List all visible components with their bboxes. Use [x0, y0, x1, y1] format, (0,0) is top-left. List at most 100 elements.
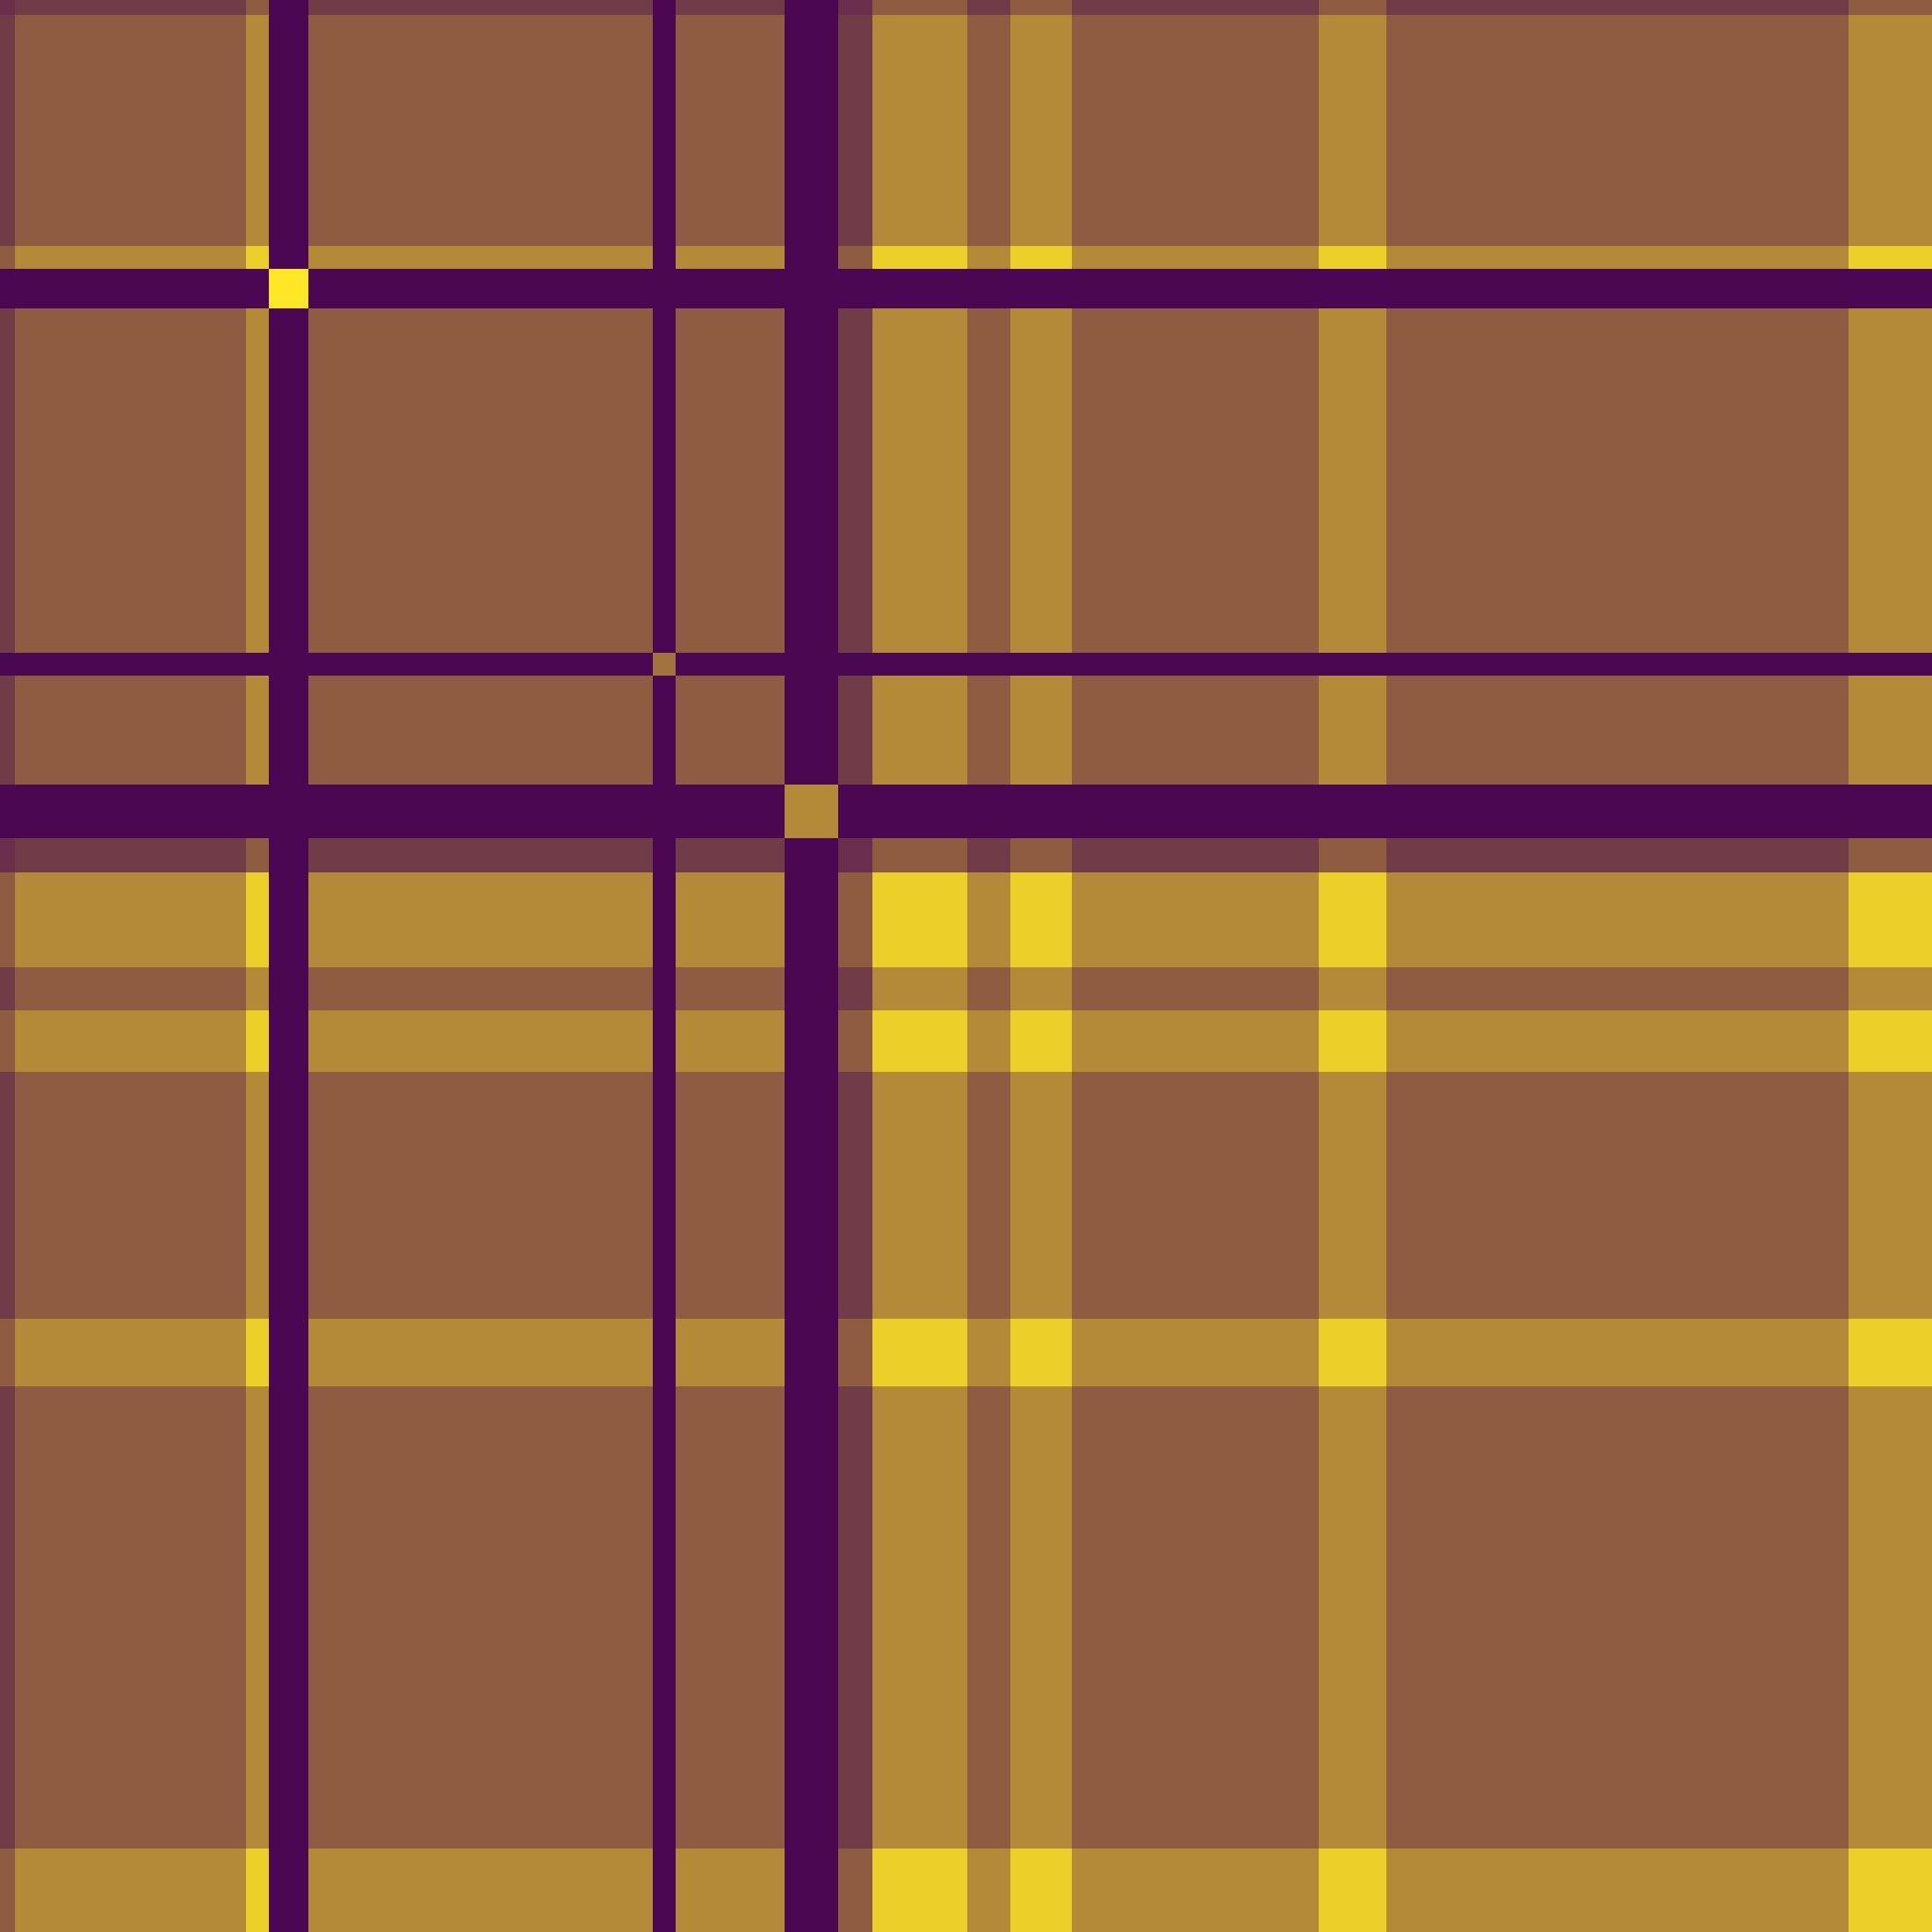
- heatmap-cell: [872, 1010, 967, 1072]
- heatmap-cell: [0, 15, 15, 246]
- heatmap-cell: [1319, 838, 1386, 872]
- heatmap-cell: [1386, 1072, 1849, 1319]
- heatmap-cell: [308, 0, 653, 15]
- heatmap-cell: [1010, 967, 1072, 1010]
- heatmap-cell: [653, 676, 676, 785]
- heatmap-cell: [15, 1010, 246, 1072]
- heatmap-cell: [872, 785, 967, 838]
- heatmap-cell: [269, 246, 308, 269]
- heatmap-cell: [15, 676, 246, 785]
- heatmap-cell: [0, 269, 15, 308]
- heatmap-cell: [967, 838, 1010, 872]
- heatmap-cell: [785, 872, 838, 967]
- heatmap-cell: [1849, 1386, 1932, 1849]
- heatmap-cell: [785, 1319, 838, 1386]
- heatmap-cell: [785, 1849, 838, 1932]
- heatmap-cell: [785, 653, 838, 676]
- heatmap-cell: [1072, 308, 1319, 653]
- heatmap-cell: [1849, 1072, 1932, 1319]
- heatmap-cell: [676, 653, 785, 676]
- heatmap-cell: [1386, 246, 1849, 269]
- heatmap-cell: [676, 838, 785, 872]
- heatmap-cell: [676, 785, 785, 838]
- heatmap-cell: [1319, 308, 1386, 653]
- heatmap-cell: [269, 676, 308, 785]
- heatmap-cell: [785, 246, 838, 269]
- heatmap-cell: [0, 676, 15, 785]
- heatmap-cell: [1072, 1319, 1319, 1386]
- heatmap-cell: [15, 872, 246, 967]
- heatmap-cell: [269, 1319, 308, 1386]
- heatmap-cell: [1386, 15, 1849, 246]
- heatmap-cell: [967, 308, 1010, 653]
- heatmap-cell: [0, 1010, 15, 1072]
- heatmap-cell: [1386, 838, 1849, 872]
- heatmap-cell: [0, 838, 15, 872]
- heatmap-cell: [1010, 1072, 1072, 1319]
- heatmap-cell: [1849, 653, 1932, 676]
- heatmap-cell: [838, 1386, 872, 1849]
- heatmap-cell: [1849, 15, 1932, 246]
- heatmap-cell: [653, 838, 676, 872]
- heatmap-cell: [269, 872, 308, 967]
- heatmap-cell: [838, 1010, 872, 1072]
- heatmap-cell: [1319, 653, 1386, 676]
- heatmap-cell: [246, 1072, 269, 1319]
- heatmap-cell: [1010, 308, 1072, 653]
- heatmap-cell: [1849, 246, 1932, 269]
- heatmap-cell: [1319, 1319, 1386, 1386]
- heatmap-cell: [15, 269, 246, 308]
- heatmap-cell: [1386, 785, 1849, 838]
- heatmap-cell: [653, 15, 676, 246]
- heatmap-cell: [653, 1072, 676, 1319]
- heatmap-cell: [15, 0, 246, 15]
- heatmap-cell: [1319, 967, 1386, 1010]
- heatmap-cell: [676, 1072, 785, 1319]
- heatmap-cell: [15, 785, 246, 838]
- heatmap-cell: [967, 676, 1010, 785]
- heatmap-cell: [1386, 1386, 1849, 1849]
- heatmap-cell: [676, 0, 785, 15]
- heatmap-cell: [308, 1849, 653, 1932]
- heatmap-cell: [246, 785, 269, 838]
- heatmap-cell: [785, 1010, 838, 1072]
- heatmap-cell: [838, 0, 872, 15]
- heatmap-cell: [1010, 872, 1072, 967]
- heatmap-cell: [1849, 967, 1932, 1010]
- heatmap-cell: [0, 0, 15, 15]
- heatmap-cell: [269, 838, 308, 872]
- heatmap-cell: [676, 246, 785, 269]
- heatmap-cell: [967, 653, 1010, 676]
- heatmap-cell: [1072, 1386, 1319, 1849]
- heatmap-cell: [838, 1319, 872, 1386]
- heatmap-cell: [676, 676, 785, 785]
- heatmap-cell: [1010, 246, 1072, 269]
- heatmap-cell: [785, 967, 838, 1010]
- heatmap-cell: [785, 676, 838, 785]
- heatmap-cell: [15, 1386, 246, 1849]
- heatmap-cell: [653, 308, 676, 653]
- heatmap-cell: [967, 15, 1010, 246]
- heatmap-cell: [308, 967, 653, 1010]
- heatmap-cell: [1319, 785, 1386, 838]
- heatmap-cell: [1319, 269, 1386, 308]
- heatmap-cell: [1072, 1010, 1319, 1072]
- heatmap-cell: [269, 785, 308, 838]
- heatmap-cell: [1386, 967, 1849, 1010]
- heatmap-cell: [785, 785, 838, 838]
- heatmap-cell: [785, 15, 838, 246]
- heatmap-cell: [872, 1849, 967, 1932]
- heatmap-cell: [15, 308, 246, 653]
- heatmap-cell: [246, 676, 269, 785]
- heatmap-cell: [872, 838, 967, 872]
- heatmap-cell: [838, 308, 872, 653]
- heatmap-cell: [1319, 1849, 1386, 1932]
- heatmap-cell: [653, 967, 676, 1010]
- heatmap-cell: [872, 0, 967, 15]
- heatmap-cell: [246, 1386, 269, 1849]
- heatmap-cell: [872, 308, 967, 653]
- heatmap-cell: [967, 269, 1010, 308]
- heatmap-cell: [1386, 872, 1849, 967]
- heatmap-cell: [1010, 838, 1072, 872]
